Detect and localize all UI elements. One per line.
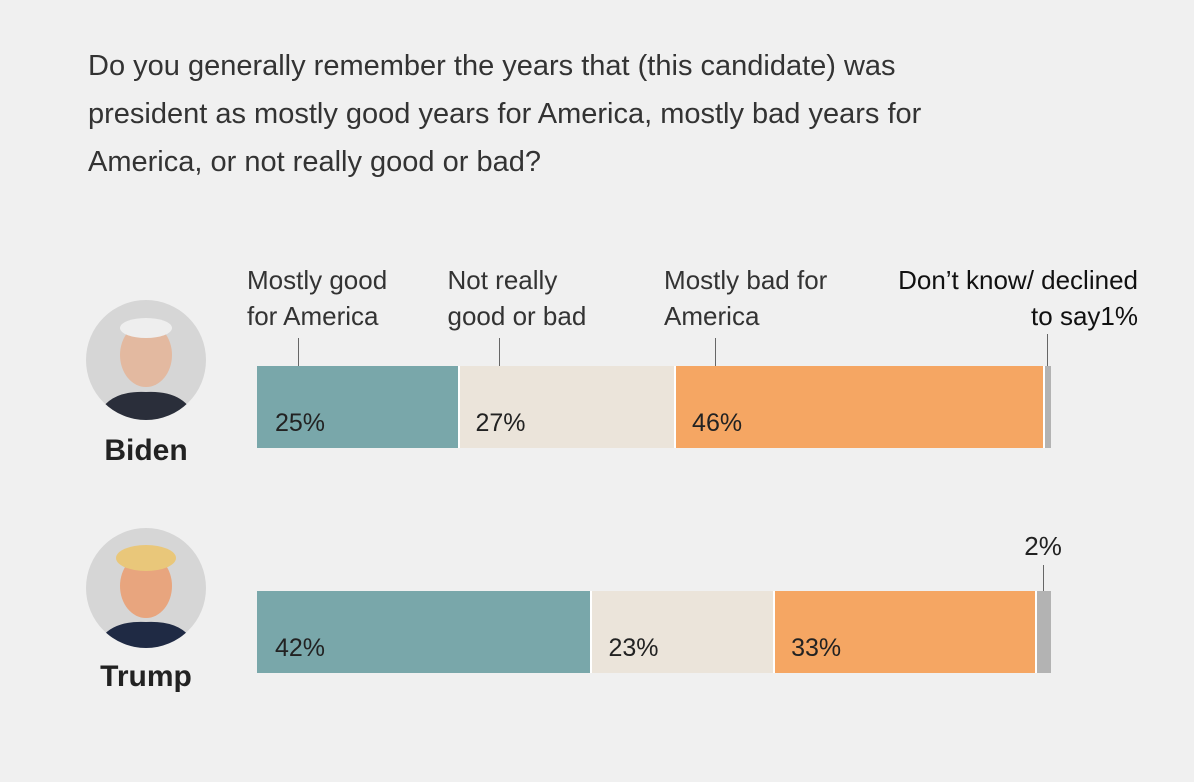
value-label: 2% (1024, 531, 1062, 561)
candidate-photo (86, 528, 206, 648)
value-label: 42% (275, 634, 326, 662)
photo-silhouette (96, 318, 196, 420)
bar-segment (257, 366, 458, 448)
bar-segment (257, 591, 591, 673)
bar-segment (1035, 591, 1051, 673)
bar-segment (457, 366, 675, 448)
legend-tick (298, 338, 299, 366)
candidate-photo (86, 300, 206, 420)
legend-tick (498, 338, 500, 366)
chart-title: Do you generally remember the years that… (88, 50, 922, 178)
value-label: 33% (791, 634, 842, 662)
legend-label: Don’t know/ declined to say1% (883, 262, 1138, 334)
legend-tick (715, 338, 717, 366)
bar-segment (590, 591, 774, 673)
legend-label: Mostly good for America (247, 265, 388, 331)
legend-label: Not really good or bad (447, 265, 587, 331)
legend-tick (1046, 334, 1048, 366)
bar-segment (1042, 366, 1051, 448)
value-label: 25% (275, 409, 326, 437)
legend-text: Don’t know/ declined to say (898, 265, 1138, 331)
value-label: 46% (692, 409, 743, 437)
value-label: 27% (475, 409, 526, 437)
value-label: 23% (608, 634, 659, 662)
bar-segment (773, 591, 1036, 673)
candidate-name: Trump (100, 660, 192, 693)
legend-label: Mostly bad for America (664, 265, 828, 331)
label-tick (1043, 565, 1045, 591)
candidate-name: Biden (104, 434, 188, 467)
bar-segment (674, 366, 1043, 448)
photo-silhouette (96, 545, 196, 648)
value-label: 1% (1100, 301, 1138, 331)
